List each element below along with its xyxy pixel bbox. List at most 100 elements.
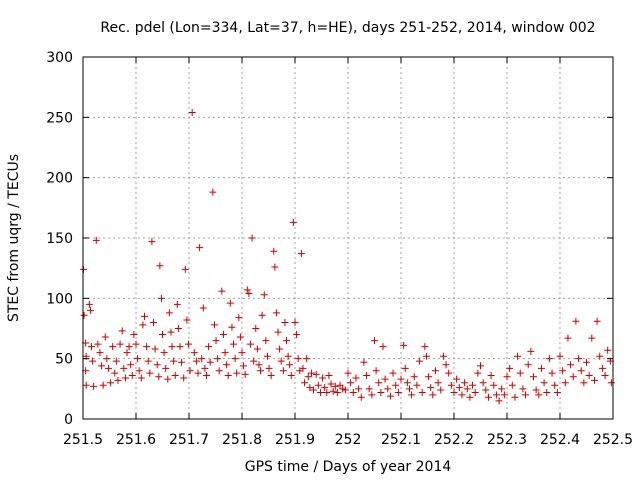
- y-tick-label: 200: [46, 171, 73, 187]
- data-point: [257, 367, 265, 375]
- data-point: [267, 372, 275, 380]
- data-point: [219, 331, 227, 339]
- data-point: [310, 386, 318, 394]
- data-point: [466, 393, 474, 401]
- data-point: [585, 372, 593, 380]
- data-point: [186, 367, 194, 375]
- data-point: [210, 321, 218, 329]
- data-point: [458, 391, 466, 399]
- data-point: [389, 369, 397, 377]
- data-point: [118, 327, 126, 335]
- data-point: [442, 361, 450, 369]
- x-tick-label: 251.8: [222, 432, 262, 448]
- data-point: [377, 388, 385, 396]
- data-point: [498, 385, 506, 393]
- data-point: [319, 374, 327, 382]
- data-point: [132, 340, 140, 348]
- data-point: [107, 379, 115, 387]
- y-tick-label: 50: [55, 352, 73, 368]
- data-point: [580, 379, 588, 387]
- data-point: [123, 349, 131, 357]
- data-point: [336, 381, 344, 389]
- data-point: [455, 384, 463, 392]
- data-point: [532, 386, 540, 394]
- data-point: [379, 343, 387, 351]
- data-point: [503, 373, 511, 381]
- data-point: [306, 384, 314, 392]
- grid: [83, 57, 613, 419]
- data-point: [212, 337, 220, 345]
- data-point: [137, 374, 145, 382]
- data-point: [495, 397, 503, 405]
- data-point: [151, 345, 159, 353]
- data-point: [104, 364, 112, 372]
- data-point: [176, 343, 184, 351]
- data-point: [492, 391, 500, 399]
- data-point: [453, 375, 461, 383]
- data-point: [527, 347, 535, 355]
- data-point: [394, 388, 402, 396]
- data-point: [519, 385, 527, 393]
- data-point: [92, 236, 100, 244]
- data-point: [250, 357, 258, 365]
- data-point: [593, 317, 601, 325]
- data-point: [241, 370, 249, 378]
- data-point: [540, 379, 548, 387]
- data-point: [214, 355, 222, 363]
- data-point: [469, 381, 477, 389]
- data-point: [429, 391, 437, 399]
- data-point: [500, 391, 508, 399]
- data-point: [355, 385, 363, 393]
- data-point: [439, 352, 447, 360]
- data-point: [287, 372, 295, 380]
- data-point: [209, 188, 217, 196]
- data-point: [291, 318, 299, 326]
- data-point: [471, 388, 479, 396]
- data-point: [548, 369, 556, 377]
- data-point: [445, 369, 453, 377]
- data-point: [349, 388, 357, 396]
- data-point: [371, 337, 378, 345]
- data-point: [140, 312, 148, 320]
- data-point: [276, 345, 284, 353]
- data-point: [174, 325, 182, 332]
- data-point: [297, 250, 305, 258]
- data-point: [289, 218, 297, 226]
- data-point: [223, 361, 231, 369]
- data-point: [400, 341, 408, 349]
- x-tick-label: 252.4: [540, 432, 580, 448]
- data-point: [561, 379, 569, 387]
- data-point: [463, 385, 471, 393]
- data-point: [111, 369, 119, 377]
- data-point: [479, 379, 487, 387]
- x-tick-label: 251.5: [63, 432, 103, 448]
- data-point: [271, 263, 279, 271]
- y-tick-label: 250: [46, 110, 73, 126]
- x-tick-label: 251.6: [116, 432, 156, 448]
- data-point: [572, 317, 580, 325]
- y-tick-label: 150: [46, 231, 73, 247]
- x-tick-label: 252.5: [593, 432, 633, 448]
- data-point: [368, 391, 376, 399]
- y-tick-labels: 0 50 100 150 200 250 300: [46, 50, 73, 428]
- data-point: [535, 391, 543, 399]
- data-point: [162, 364, 170, 372]
- data-point: [284, 352, 292, 360]
- data-point: [530, 373, 537, 381]
- data-point: [233, 369, 241, 377]
- y-tick-label: 0: [64, 412, 73, 428]
- data-point: [316, 388, 324, 396]
- data-point: [149, 318, 157, 326]
- data-point: [421, 343, 429, 351]
- data-point: [416, 357, 424, 365]
- data-point: [170, 357, 178, 365]
- data-point: [80, 311, 88, 319]
- data-point: [94, 340, 102, 348]
- data-point: [301, 379, 309, 387]
- y-tick-label: 300: [46, 50, 73, 66]
- data-point: [156, 262, 164, 270]
- data-point: [344, 369, 352, 377]
- data-point: [224, 372, 232, 380]
- data-point: [243, 286, 251, 294]
- data-point: [303, 355, 311, 363]
